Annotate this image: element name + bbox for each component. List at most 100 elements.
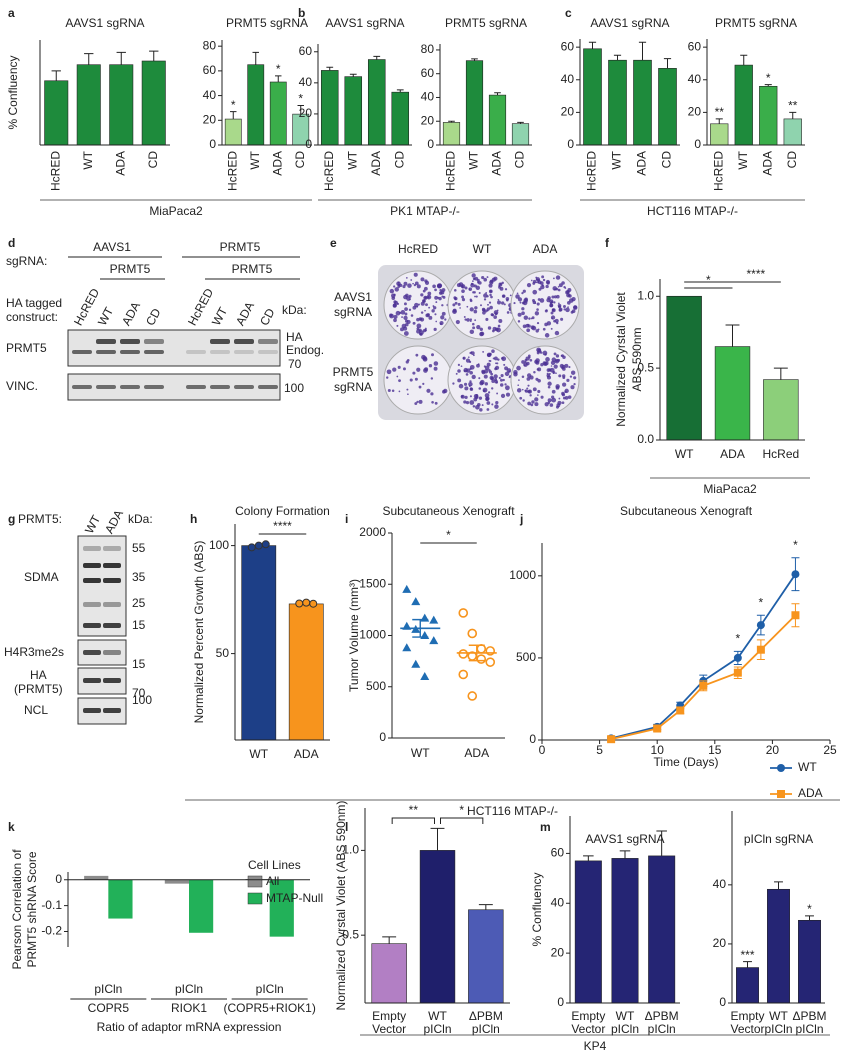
x-tick-label: ADA (270, 151, 284, 176)
colony (564, 287, 567, 289)
chart-title: AAVS1 sgRNA (65, 16, 144, 30)
colony (552, 370, 556, 374)
band (96, 339, 116, 344)
colony (488, 369, 491, 372)
colony (505, 392, 511, 397)
colony (551, 395, 555, 399)
colony (414, 402, 418, 406)
x-tick-label: Vector (730, 1022, 764, 1036)
y-axis-label: % Confluency (6, 55, 20, 129)
y-tick-label: 500 (516, 650, 536, 664)
colony (547, 296, 551, 300)
group-label: MiaPaca2 (149, 204, 203, 218)
x-tick-label: 10 (651, 743, 665, 757)
colony (413, 283, 416, 287)
band (186, 350, 206, 354)
colony (551, 308, 555, 312)
x-tick-label: ΔPBM (645, 1009, 679, 1023)
colony (494, 404, 499, 409)
colony (533, 371, 536, 374)
data-point (247, 543, 256, 552)
band (103, 563, 121, 568)
colony (405, 277, 408, 279)
bar (611, 858, 639, 1004)
colony (483, 365, 486, 368)
colony (472, 354, 475, 357)
colony (427, 291, 432, 296)
colony (478, 377, 481, 380)
x-tick-label: 0 (539, 743, 546, 757)
bar (736, 967, 759, 1004)
x-tick-label: WT (411, 746, 430, 760)
colony (407, 283, 412, 288)
colony (452, 382, 455, 385)
colony (460, 365, 463, 368)
colony (556, 322, 559, 325)
kda-marker: 35 (132, 570, 146, 584)
colony (497, 358, 500, 361)
colony (466, 318, 470, 322)
colony (550, 315, 556, 320)
colony (550, 365, 553, 367)
colony (499, 286, 504, 291)
y-tick-label: 0 (719, 995, 726, 1009)
significance-label: *** (740, 948, 754, 962)
colony (412, 305, 417, 310)
colony (400, 327, 404, 332)
significance-label: * (706, 273, 711, 287)
colony (526, 282, 532, 288)
bar (108, 879, 133, 919)
colony (485, 291, 488, 294)
colony (392, 367, 397, 372)
colony (522, 289, 526, 293)
colony (545, 284, 549, 289)
colony (573, 376, 577, 380)
y-tick-label: 0 (529, 732, 536, 746)
y-tick-label: 60 (561, 39, 575, 53)
error-bar (656, 830, 667, 856)
colony (498, 376, 501, 380)
colony (392, 303, 397, 308)
data-point (791, 611, 800, 620)
colony (555, 275, 561, 280)
error-bar (252, 51, 259, 65)
colony (570, 310, 574, 314)
error-bar (740, 54, 748, 66)
error-bar (297, 104, 304, 115)
colony (503, 303, 506, 306)
band (83, 623, 101, 628)
data-point (402, 584, 412, 593)
colony (497, 324, 501, 328)
colony (501, 281, 504, 285)
colony (499, 383, 504, 387)
colony (500, 374, 504, 378)
colony (573, 382, 576, 386)
band (258, 385, 278, 389)
colony (479, 327, 483, 331)
band (234, 350, 254, 354)
group-label: HCT116 MTAP-/- (647, 204, 738, 218)
colony (478, 396, 483, 400)
colony (516, 365, 521, 371)
chart-title: Colony Formation (235, 504, 330, 518)
data-point (429, 615, 439, 624)
significance-label: * (446, 528, 451, 542)
bar (468, 909, 504, 1004)
colony (434, 288, 437, 292)
colony (415, 353, 419, 357)
colony (542, 361, 547, 365)
error-bar (619, 850, 631, 859)
colony (494, 312, 498, 316)
x-tick-label: Vector (571, 1022, 605, 1036)
data-point (467, 691, 478, 701)
y-tick-label: -0.1 (41, 898, 62, 912)
colony (490, 376, 495, 381)
colony (557, 288, 561, 292)
data-point (254, 541, 263, 550)
colony (458, 282, 464, 287)
x-tick-label: pICln (256, 982, 284, 996)
bar (759, 85, 778, 146)
y-tick-label: 0 (694, 137, 701, 151)
colony (420, 277, 425, 282)
blot-row-label: SDMA (24, 570, 59, 584)
